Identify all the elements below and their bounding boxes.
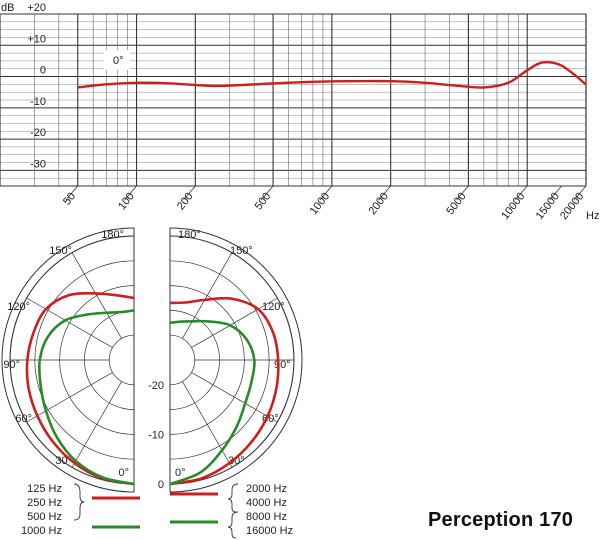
polar-spoke-right xyxy=(191,372,278,423)
polar-pattern-chart: 180° 180° 150° 150° 120° 120° 90° 90° 60° 60° 30° 3… xyxy=(1,227,303,493)
polar-spoke-left xyxy=(71,252,122,339)
x-tick-label: 2000 xyxy=(367,190,392,217)
angle-label-right: 90° xyxy=(274,359,291,371)
polar-spoke-left xyxy=(71,381,122,468)
angle-label-right: 120° xyxy=(262,301,285,313)
y-tick-label: -10 xyxy=(30,96,46,108)
legend-right-brace-bottom xyxy=(227,511,239,539)
legend: 125 Hz 250 Hz 500 Hz 1000 Hz 2000 Hz 4000 Hz… xyxy=(21,483,293,539)
legend-left-label: 125 Hz xyxy=(27,483,62,495)
frequency-response-line xyxy=(77,60,587,89)
legend-left-label: 500 Hz xyxy=(27,511,62,523)
polar-grid xyxy=(1,227,303,493)
x-tick-label: 5000 xyxy=(444,190,469,217)
polar-frame-left xyxy=(1,227,135,493)
angle-label-left: 60° xyxy=(15,413,32,425)
legend-left-label: 1000 Hz xyxy=(21,525,62,537)
x-tick-label: 1000 xyxy=(308,190,333,217)
frequency-grid xyxy=(0,13,587,187)
polar-ring-right xyxy=(169,334,196,386)
x-tick-label: 50 xyxy=(61,190,78,207)
angle-label-right: 60° xyxy=(262,413,279,425)
angle-label-right: 30° xyxy=(228,455,245,467)
x-tick-mark xyxy=(319,185,333,201)
x-tick-mark xyxy=(514,185,528,201)
legend-right-brace-top xyxy=(227,483,239,513)
polar-radial-labels: -20 -10 0 xyxy=(148,380,164,491)
legend-right-label: 2000 Hz xyxy=(246,483,287,495)
polar-curve-right-green xyxy=(169,319,256,486)
polar-spoke-left xyxy=(26,372,113,423)
x-tick-mark xyxy=(124,185,137,201)
y-tick-label: -20 xyxy=(30,127,46,139)
radial-label: -10 xyxy=(148,429,164,441)
polar-curve-right-red xyxy=(169,296,280,486)
angle-annotation: 0° xyxy=(113,55,124,67)
y-tick-label: +10 xyxy=(27,33,46,45)
legend-right-group: 2000 Hz 4000 Hz 8000 Hz 16000 Hz xyxy=(170,483,293,539)
y-tick-label: 0 xyxy=(40,65,46,77)
polar-spoke-right xyxy=(182,252,233,339)
angle-label-right: 0° xyxy=(175,467,186,479)
x-tick-mark xyxy=(65,185,79,201)
y-tick-label: -30 xyxy=(30,158,46,170)
angle-label-left: 30° xyxy=(55,455,72,467)
angle-label-right: 180° xyxy=(178,229,201,241)
polar-series xyxy=(25,291,280,486)
polar-frame-right xyxy=(169,227,303,493)
x-tick-label: 500 xyxy=(253,190,274,212)
polar-curve-left-red xyxy=(25,291,135,486)
x-tick-label: 200 xyxy=(175,190,196,212)
legend-left-brace xyxy=(73,483,85,521)
x-tick-label: 10000 xyxy=(499,190,527,221)
y-axis-label: dB xyxy=(1,2,14,14)
product-title: Perception 170 xyxy=(428,509,574,531)
x-tick-mark xyxy=(183,185,196,201)
angle-label-left: 150° xyxy=(49,245,72,257)
frequency-response-chart: +20+100-10-20-30 20501002005001000200050… xyxy=(0,2,599,222)
x-tick-label: 20000 xyxy=(558,190,586,221)
x-tick-label: 100 xyxy=(116,190,137,212)
polar-ring-left xyxy=(108,334,135,386)
y-tick-label: +20 xyxy=(27,2,46,14)
polar-spoke-left xyxy=(26,297,113,348)
angle-label-left: 90° xyxy=(3,359,20,371)
x-tick-mark xyxy=(549,185,562,201)
legend-right-label: 8000 Hz xyxy=(246,511,287,523)
radial-label: 0 xyxy=(158,479,164,491)
polar-angle-labels: 180° 180° 150° 150° 120° 120° 90° 90° 60° 60° 30° 3… xyxy=(3,229,290,479)
x-tick-mark xyxy=(456,185,469,201)
polar-spoke-right xyxy=(182,381,233,468)
legend-left-label: 250 Hz xyxy=(27,497,62,509)
x-tick-mark xyxy=(378,185,391,201)
legend-right-label: 4000 Hz xyxy=(246,497,287,509)
x-tick-mark xyxy=(260,185,274,201)
legend-right-label: 16000 Hz xyxy=(246,525,293,537)
frequency-series xyxy=(77,60,587,89)
angle-label-left: 120° xyxy=(7,301,30,313)
angle-label-left: 0° xyxy=(118,467,129,479)
angle-label-left: 180° xyxy=(101,229,124,241)
frequency-x-ticks: 2050100200500100020005000100001500020000 xyxy=(0,185,587,222)
x-tick-mark xyxy=(573,185,587,201)
radial-label: -20 xyxy=(148,380,164,392)
polar-spoke-right xyxy=(191,297,278,348)
frequency-y-ticks: +20 +10 0 -10 -20 -30 xyxy=(27,2,46,170)
polar-curve-left-green xyxy=(37,309,135,486)
x-tick-label: 15000 xyxy=(534,190,562,221)
legend-left-group: 125 Hz 250 Hz 500 Hz 1000 Hz xyxy=(21,483,140,537)
annotation-box xyxy=(104,50,130,70)
angle-label-right: 150° xyxy=(230,245,253,257)
x-axis-label: Hz xyxy=(586,210,599,222)
